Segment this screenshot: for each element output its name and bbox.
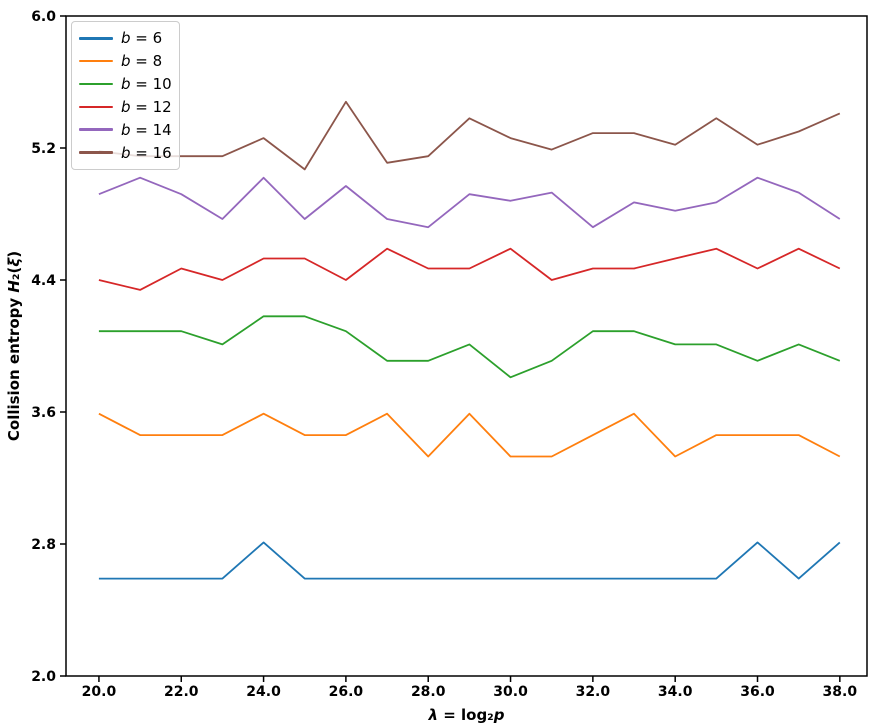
legend-item: b = 10 [79,75,179,93]
x-tick-label: 26.0 [329,684,364,700]
legend-item-label: b = 10 [121,75,172,94]
legend-line-sample-b8 [79,59,113,63]
plot-frame [65,15,868,677]
x-tick-label: 36.0 [740,684,775,700]
legend-item-label: b = 6 [121,29,163,48]
series-line-b14 [98,176,841,229]
x-axis-label: λ = log₂p [427,706,504,724]
legend-item: b = 6 [79,29,179,47]
series-line-b6 [98,541,841,580]
legend-item: b = 14 [79,121,179,139]
y-tick-label: 2.8 [31,537,56,553]
x-tick-label: 28.0 [411,684,446,700]
series-line-b16 [98,100,841,171]
legend-line-sample-b6 [79,37,113,40]
legend-line-sample-b10 [79,82,113,86]
x-tick-label: 22.0 [164,684,199,700]
legend-item-label: b = 8 [121,52,163,71]
legend-item-label: b = 16 [121,143,172,162]
x-tick-label: 38.0 [823,684,858,700]
legend-item-label: b = 12 [121,97,172,116]
x-tick-label: 30.0 [493,684,528,700]
y-tick-label: 4.4 [31,273,56,289]
series-line-b10 [98,315,841,379]
legend-item-label: b = 14 [121,120,172,139]
legend-line-sample-b14 [79,128,113,131]
legend: b = 6 b = 8 b = 10 b = 12 b = 14 b = 16 [71,21,180,170]
legend-line-sample-b12 [79,105,113,109]
y-tick-label: 5.2 [31,141,56,157]
y-axis-label: Collision entropy H₂(ξ) [5,251,23,441]
x-tick-label: 32.0 [576,684,611,700]
y-tick-label: 2.0 [31,669,56,685]
series-line-b12 [98,247,841,291]
x-tick-label: 24.0 [246,684,281,700]
legend-line-sample-b16 [79,151,113,154]
y-tick-label: 6.0 [31,9,56,25]
legend-item: b = 12 [79,98,179,116]
legend-item: b = 16 [79,144,179,162]
legend-item: b = 8 [79,52,179,70]
x-tick-label: 34.0 [658,684,693,700]
y-tick-label: 3.6 [31,405,56,421]
series-line-b8 [98,412,841,458]
x-tick-label: 20.0 [82,684,117,700]
